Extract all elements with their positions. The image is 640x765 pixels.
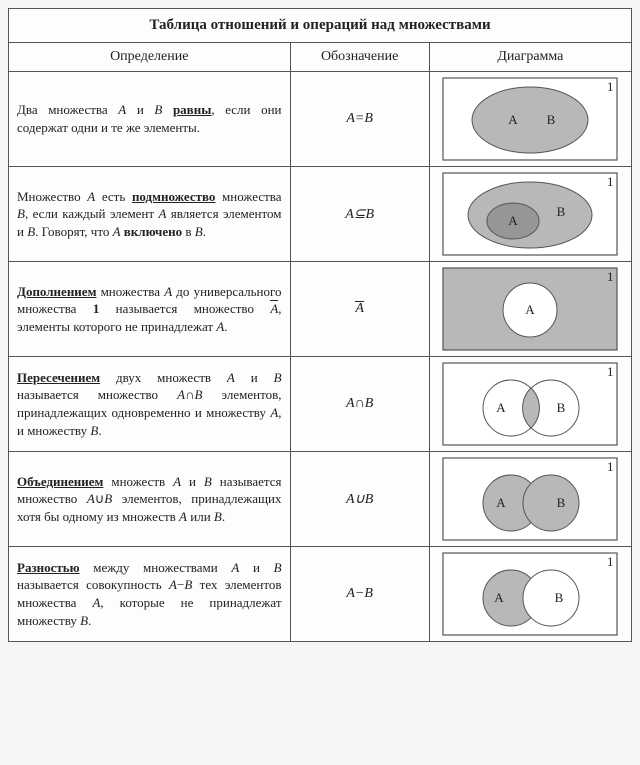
svg-text:1: 1 [607,79,614,94]
diagram-cell: A B 1 [429,357,631,452]
svg-text:1: 1 [607,459,614,474]
diagram-cell: A 1 [429,262,631,357]
svg-text:1: 1 [607,174,614,189]
notation-cell: A [290,262,429,357]
svg-text:A: A [509,112,519,127]
notation-cell: A⊆B [290,167,429,262]
definition-cell: Множество A есть подмножество множества … [9,167,291,262]
svg-text:1: 1 [607,554,614,569]
table-row: Пересечением двух множеств A и B называе… [9,357,632,452]
definition-cell: Объединением множеств A и B называется м… [9,452,291,547]
notation-cell: A∪B [290,452,429,547]
svg-text:A: A [495,590,505,605]
svg-text:A: A [497,495,507,510]
notation-cell: A−B [290,547,429,642]
svg-text:B: B [555,590,564,605]
table-title: Таблица отношений и операций над множест… [9,9,632,43]
table-row: Множество A есть подмножество множества … [9,167,632,262]
svg-text:A: A [509,213,519,228]
table-row: Дополнением множества A до универсальног… [9,262,632,357]
svg-text:B: B [557,400,566,415]
header-diagram: Диаграмма [429,43,631,72]
diagram-cell: A B 1 [429,167,631,262]
diagram-cell: A B 1 [429,452,631,547]
svg-text:1: 1 [607,364,614,379]
header-definition: Определение [9,43,291,72]
definition-cell: Разностью между множествами A и B называ… [9,547,291,642]
svg-text:B: B [557,495,566,510]
svg-text:1: 1 [607,269,614,284]
notation-cell: A∩B [290,357,429,452]
diagram-cell: A B 1 [429,72,631,167]
definition-cell: Дополнением множества A до универсальног… [9,262,291,357]
header-notation: Обозначение [290,43,429,72]
svg-text:A: A [526,302,536,317]
table-row: Объединением множеств A и B называется м… [9,452,632,547]
table-row: Разностью между множествами A и B называ… [9,547,632,642]
svg-text:B: B [557,204,566,219]
svg-text:B: B [547,112,556,127]
table-row: Два множества A и B равны, если они соде… [9,72,632,167]
definition-cell: Пересечением двух множеств A и B называе… [9,357,291,452]
definition-cell: Два множества A и B равны, если они соде… [9,72,291,167]
notation-cell: A=B [290,72,429,167]
set-operations-table: Таблица отношений и операций над множест… [8,8,632,642]
svg-text:A: A [497,400,507,415]
diagram-cell: A B 1 [429,547,631,642]
